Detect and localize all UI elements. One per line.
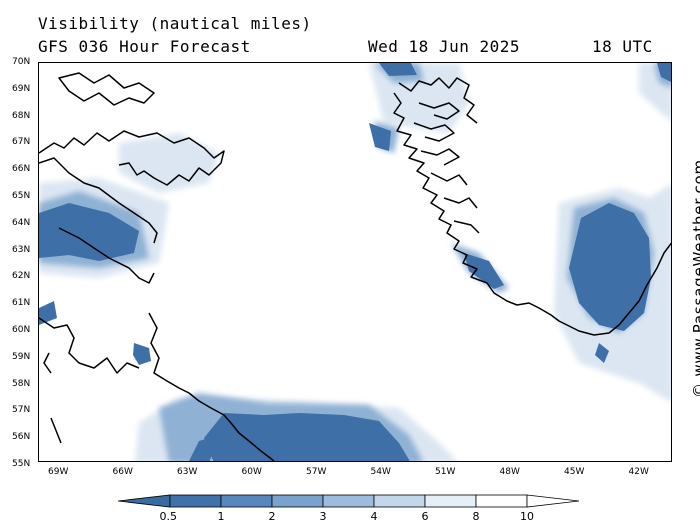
longitude-label: 57W <box>306 467 327 477</box>
legend-label: 0.5 <box>159 510 178 523</box>
longitude-label: 54W <box>370 467 391 477</box>
legend-label: 1 <box>217 510 225 523</box>
map-title: Visibility (nautical miles) <box>38 14 312 33</box>
latitude-label: 57N <box>12 405 31 416</box>
visibility-shading <box>39 63 671 461</box>
longitude-label: 48W <box>499 467 520 477</box>
legend-swatch <box>169 494 222 508</box>
legend-swatch <box>424 494 477 508</box>
latitude-label: 69N <box>12 83 31 94</box>
longitude-label: 63W <box>177 467 198 477</box>
legend-swatch <box>271 494 324 508</box>
forecast-subtitle: GFS 036 Hour Forecast <box>38 37 251 56</box>
visibility-legend-bar <box>118 494 580 508</box>
latitude-label: 64N <box>12 217 31 228</box>
latitude-label: 56N <box>12 432 31 443</box>
legend-label: 10 <box>520 510 534 523</box>
longitude-label: 51W <box>435 467 456 477</box>
latitude-label: 58N <box>12 378 31 389</box>
map-canvas <box>39 63 671 461</box>
longitude-label: 42W <box>628 467 649 477</box>
longitude-label: 45W <box>564 467 585 477</box>
latitude-label: 55N <box>12 459 31 469</box>
legend-swatch <box>322 494 375 508</box>
latitude-label: 68N <box>12 110 31 121</box>
latitude-label: 60N <box>12 325 31 335</box>
longitude-label: 66W <box>112 467 133 477</box>
forecast-date: Wed 18 Jun 2025 <box>368 37 520 56</box>
latitude-label: 61N <box>12 298 31 309</box>
legend-label: 6 <box>421 510 429 523</box>
forecast-time: 18 UTC <box>592 37 653 56</box>
legend-arrow-high <box>526 494 580 508</box>
latitude-label: 70N <box>12 57 31 67</box>
latitude-label: 59N <box>12 351 31 362</box>
longitude-label: 60W <box>241 467 262 477</box>
legend-swatch <box>220 494 273 508</box>
legend-label: 2 <box>268 510 276 523</box>
latitude-label: 65N <box>12 191 31 201</box>
baffin-coast <box>39 130 225 186</box>
legend-swatch <box>373 494 426 508</box>
legend-label: 4 <box>370 510 378 523</box>
legend-label: 8 <box>472 510 480 523</box>
latitude-label: 63N <box>12 244 31 255</box>
labrador-coast <box>39 317 140 374</box>
credit-watermark: © www.PassageWeather.com <box>690 159 700 398</box>
coastlines <box>39 72 671 461</box>
legend-swatch <box>475 494 528 508</box>
latitude-label: 62N <box>12 271 31 282</box>
longitude-label: 69W <box>48 467 69 477</box>
legend-arrow-low <box>118 494 171 508</box>
visibility-map <box>38 62 672 462</box>
legend-label: 3 <box>319 510 327 523</box>
latitude-label: 67N <box>12 137 31 148</box>
latitude-label: 66N <box>12 164 31 175</box>
greenland-coast <box>393 92 671 336</box>
